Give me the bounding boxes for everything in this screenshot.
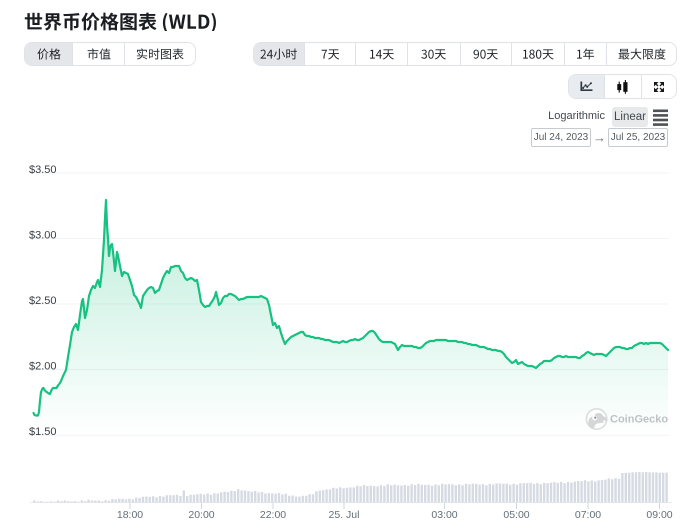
svg-text:09:00: 09:00	[646, 509, 672, 521]
svg-text:20:00: 20:00	[188, 509, 214, 521]
svg-text:18:00: 18:00	[117, 509, 143, 521]
svg-text:$3.50: $3.50	[29, 164, 57, 176]
svg-text:$2.50: $2.50	[29, 295, 57, 307]
svg-text:03:00: 03:00	[431, 509, 457, 521]
svg-text:07:00: 07:00	[575, 509, 601, 521]
svg-text:$1.50: $1.50	[29, 426, 57, 438]
svg-text:$2.00: $2.00	[29, 361, 57, 373]
svg-text:$3.00: $3.00	[29, 230, 57, 242]
svg-text:05:00: 05:00	[503, 509, 529, 521]
svg-text:CoinGecko: CoinGecko	[610, 414, 668, 426]
svg-text:25. Jul: 25. Jul	[329, 509, 360, 521]
svg-text:22:00: 22:00	[260, 509, 286, 521]
